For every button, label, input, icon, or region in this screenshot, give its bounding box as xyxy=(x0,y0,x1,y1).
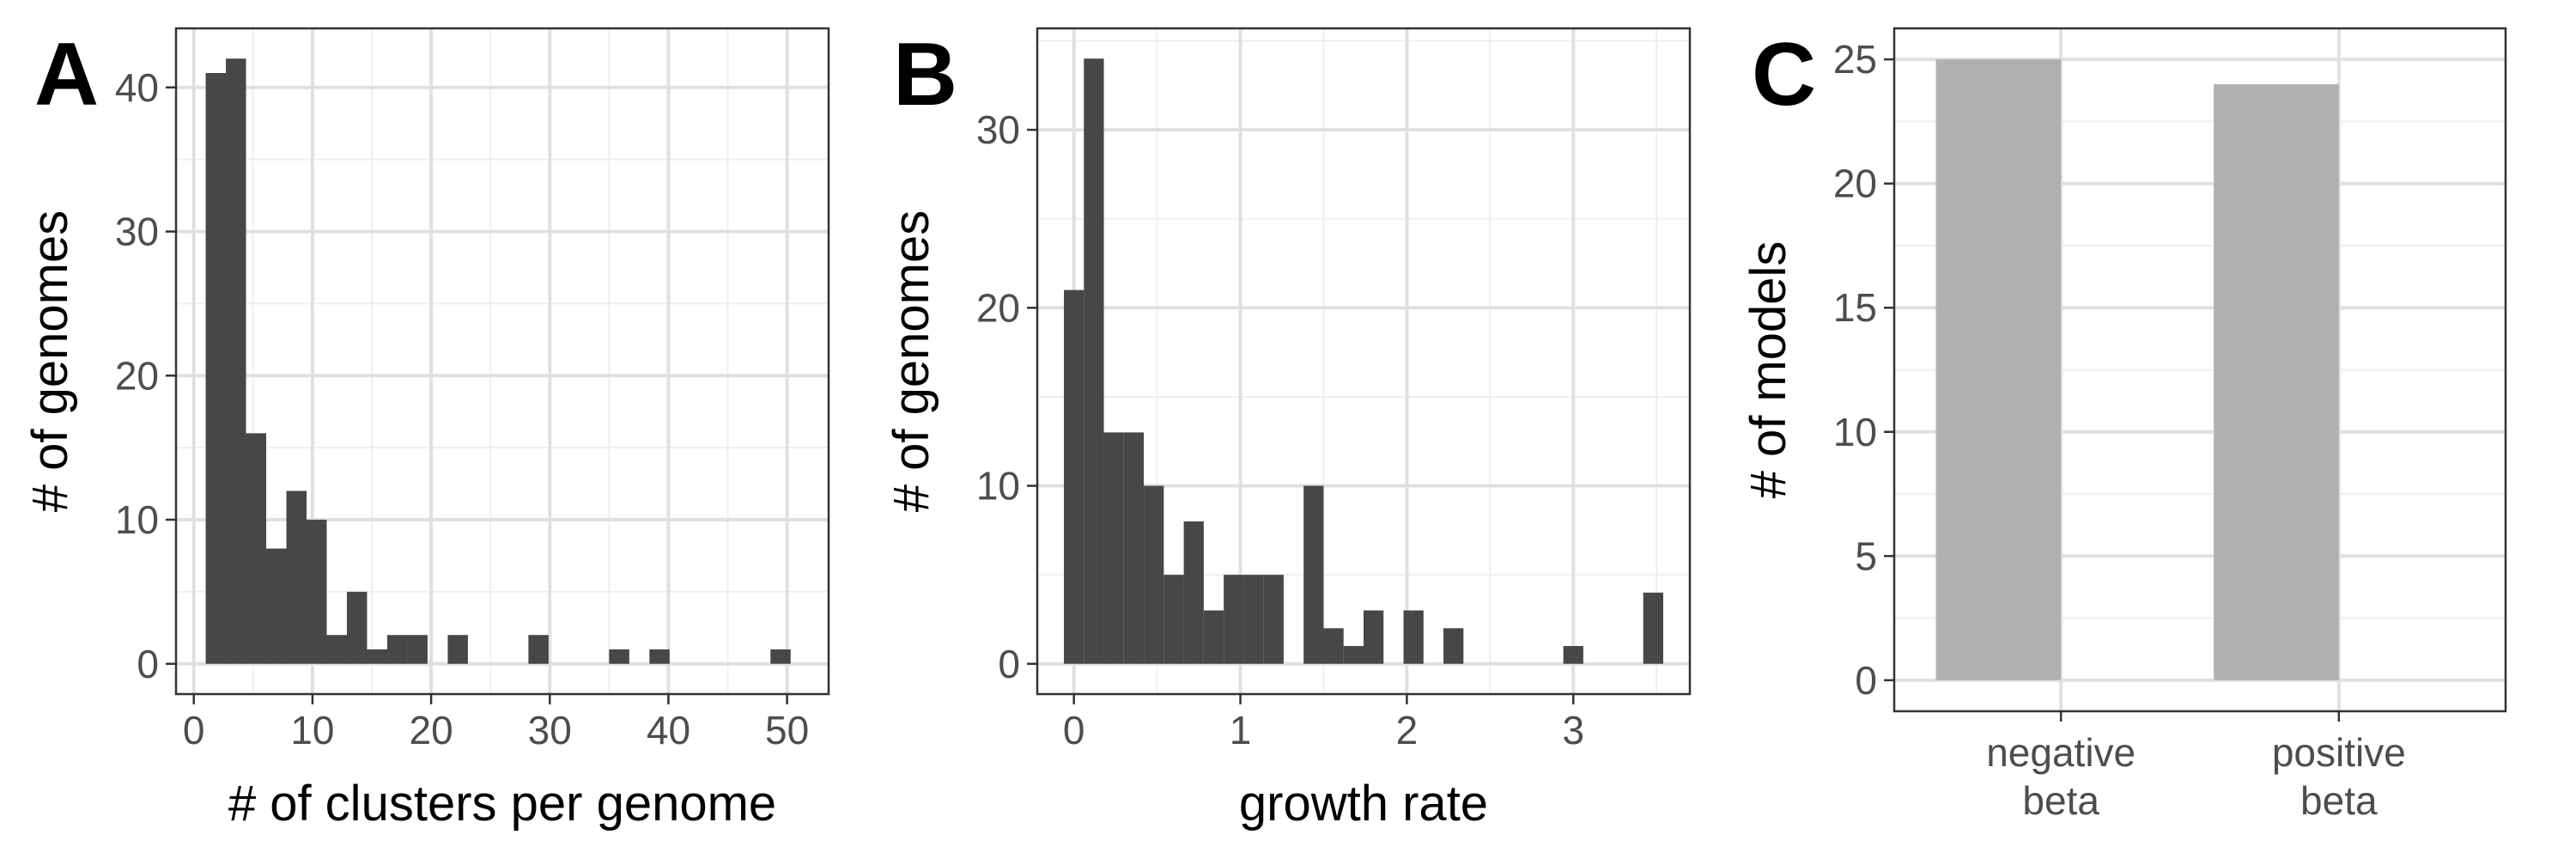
histogram-bar xyxy=(1343,646,1364,664)
x-tick-label: negative xyxy=(1986,730,2136,775)
panel-label-b: B xyxy=(893,25,957,125)
histogram-bar xyxy=(1224,575,1244,664)
y-tick-label: 40 xyxy=(115,65,159,110)
histogram-bar xyxy=(1443,628,1464,664)
histogram-bar xyxy=(1163,575,1184,664)
x-tick-label: 50 xyxy=(765,708,809,752)
x-axis-title: growth rate xyxy=(1239,776,1488,832)
histogram-bar xyxy=(286,490,307,664)
histogram-bar xyxy=(609,649,629,664)
x-tick-label: 0 xyxy=(183,708,205,752)
x-tick-label: 3 xyxy=(1562,708,1584,752)
panel-a: 0 10 20 30 40 0 10 20 30 40 50 # of clusters per ge… xyxy=(22,27,830,832)
plot-border xyxy=(1036,27,1692,696)
histogram-bar xyxy=(1064,289,1084,664)
histogram-bar xyxy=(407,635,428,664)
histogram-bar xyxy=(1263,575,1284,664)
y-tick-label: 5 xyxy=(1855,533,1877,578)
histogram-bar xyxy=(307,520,327,664)
y-axis-title: # of models xyxy=(1741,241,1796,499)
y-tick-label: 30 xyxy=(976,107,1020,152)
histogram-bar xyxy=(226,58,246,664)
histogram-bar xyxy=(1643,592,1663,664)
histogram-bar xyxy=(1323,628,1344,664)
x-tick-label: positive xyxy=(2272,730,2406,775)
histogram-bar xyxy=(1183,521,1204,664)
plot-border xyxy=(174,27,830,696)
histogram-bar xyxy=(266,548,287,664)
histogram-bar xyxy=(367,649,387,664)
histogram-bar xyxy=(528,635,549,664)
y-axis-title: # of genomes xyxy=(22,210,78,512)
y-tick-label: 20 xyxy=(115,353,159,398)
x-tick-label: 1 xyxy=(1230,708,1252,752)
x-tick-label: 40 xyxy=(647,708,690,752)
plot-border xyxy=(1893,27,2507,713)
histogram-bar xyxy=(205,73,227,664)
bar xyxy=(1935,59,2062,680)
histogram-bar xyxy=(770,649,791,664)
y-tick-label: 15 xyxy=(1833,285,1877,330)
histogram-bar xyxy=(1123,432,1145,664)
histogram-bar xyxy=(447,635,468,664)
y-tick-label: 0 xyxy=(1855,658,1877,703)
y-tick-label: 10 xyxy=(115,497,159,542)
histogram-bar xyxy=(1144,485,1164,664)
histogram-bar xyxy=(1563,646,1583,664)
histogram-bar xyxy=(649,649,670,664)
histogram-bar xyxy=(326,635,347,664)
histogram-bar xyxy=(1103,432,1124,664)
histogram-bar xyxy=(346,591,368,664)
y-tick-label: 10 xyxy=(976,464,1020,509)
y-axis-title: # of genomes xyxy=(884,210,939,512)
x-tick-label: 0 xyxy=(1063,708,1085,752)
panel-label-a: A xyxy=(34,25,99,125)
bar xyxy=(2214,84,2339,680)
panel-labels: A B C xyxy=(34,25,1816,125)
histogram-bar xyxy=(1303,485,1324,664)
x-tick-label: 30 xyxy=(528,708,572,752)
histogram-bar xyxy=(1084,58,1104,664)
histogram-bar xyxy=(1364,610,1384,664)
x-tick-label: 20 xyxy=(410,708,453,752)
x-tick-label: 2 xyxy=(1396,708,1419,752)
histogram-bar xyxy=(1203,610,1224,664)
x-tick-label: beta xyxy=(2022,778,2099,823)
y-tick-label: 0 xyxy=(998,642,1020,686)
panel-b: 0 10 20 30 0 1 2 3 growth rate # of genomes xyxy=(884,27,1692,832)
x-tick-label: 10 xyxy=(290,708,334,752)
histogram-bar xyxy=(386,635,408,664)
histogram-bar xyxy=(246,433,267,664)
y-tick-label: 10 xyxy=(1833,410,1877,454)
x-axis-title: # of clusters per genome xyxy=(228,776,776,832)
y-tick-label: 20 xyxy=(976,285,1020,330)
histogram-bar xyxy=(1243,575,1264,664)
y-tick-label: 30 xyxy=(115,210,159,254)
x-tick-label: beta xyxy=(2300,778,2378,823)
panel-label-c: C xyxy=(1752,25,1816,125)
y-tick-label: 0 xyxy=(137,642,159,686)
histogram-bar xyxy=(1403,610,1424,664)
y-tick-label: 20 xyxy=(1833,161,1877,206)
y-tick-label: 25 xyxy=(1833,37,1877,82)
